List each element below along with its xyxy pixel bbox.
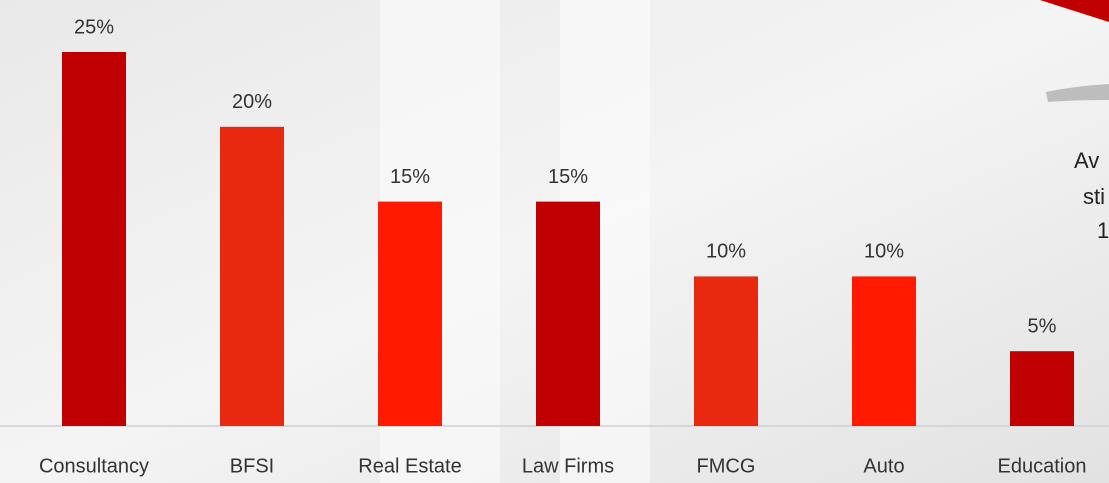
decor-swoosh: [1046, 84, 1109, 102]
bar: [1010, 351, 1074, 426]
x-tick-label: Real Estate: [358, 455, 461, 477]
bar: [220, 126, 284, 427]
x-tick-label: Auto: [863, 455, 904, 477]
x-tick-label: FMCG: [697, 455, 756, 477]
value-label: 5%: [1028, 315, 1057, 337]
decor-triangle: [1040, 0, 1109, 22]
bar: [378, 201, 442, 426]
value-label: 25%: [74, 16, 114, 38]
annotation: Av: [1074, 148, 1099, 173]
x-tick-label: Education: [998, 455, 1087, 477]
bar: [694, 276, 758, 426]
x-tick-label: BFSI: [230, 455, 274, 477]
x-tick-label: Consultancy: [39, 455, 149, 477]
annotation: 1: [1097, 218, 1109, 243]
value-label: 10%: [864, 241, 904, 263]
value-label: 20%: [232, 91, 272, 113]
bar: [536, 201, 600, 426]
x-tick-label: Law Firms: [522, 455, 614, 477]
annotation: sti: [1083, 184, 1105, 209]
value-label: 10%: [706, 241, 746, 263]
bar: [852, 276, 916, 426]
bar: [62, 52, 126, 426]
value-label: 15%: [548, 166, 588, 188]
value-label: 15%: [390, 166, 430, 188]
